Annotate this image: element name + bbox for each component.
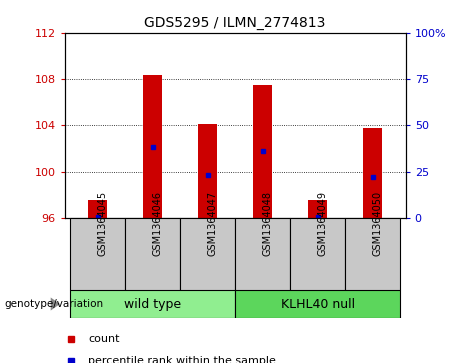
Polygon shape: [51, 298, 60, 310]
Text: KLHL40 null: KLHL40 null: [281, 298, 355, 310]
Text: GSM1364050: GSM1364050: [372, 191, 383, 256]
Bar: [308, 200, 327, 218]
Text: percentile rank within the sample: percentile rank within the sample: [89, 356, 276, 363]
Text: GSM1364046: GSM1364046: [153, 191, 163, 256]
Title: GDS5295 / ILMN_2774813: GDS5295 / ILMN_2774813: [144, 16, 326, 30]
Text: wild type: wild type: [124, 298, 181, 310]
Text: GSM1364047: GSM1364047: [207, 191, 218, 256]
Bar: [290, 218, 345, 290]
Bar: [363, 127, 382, 218]
Text: GSM1364048: GSM1364048: [263, 191, 272, 256]
Bar: [70, 218, 125, 290]
Bar: [125, 218, 180, 290]
Text: genotype/variation: genotype/variation: [5, 299, 104, 309]
Bar: [235, 290, 400, 318]
Bar: [198, 124, 217, 218]
Text: count: count: [89, 334, 120, 344]
Bar: [143, 76, 162, 218]
Text: GSM1364049: GSM1364049: [318, 191, 328, 256]
Bar: [235, 218, 290, 290]
Bar: [253, 85, 272, 218]
Bar: [70, 290, 235, 318]
Text: GSM1364045: GSM1364045: [98, 191, 107, 256]
Bar: [180, 218, 235, 290]
Bar: [88, 200, 107, 218]
Bar: [345, 218, 400, 290]
